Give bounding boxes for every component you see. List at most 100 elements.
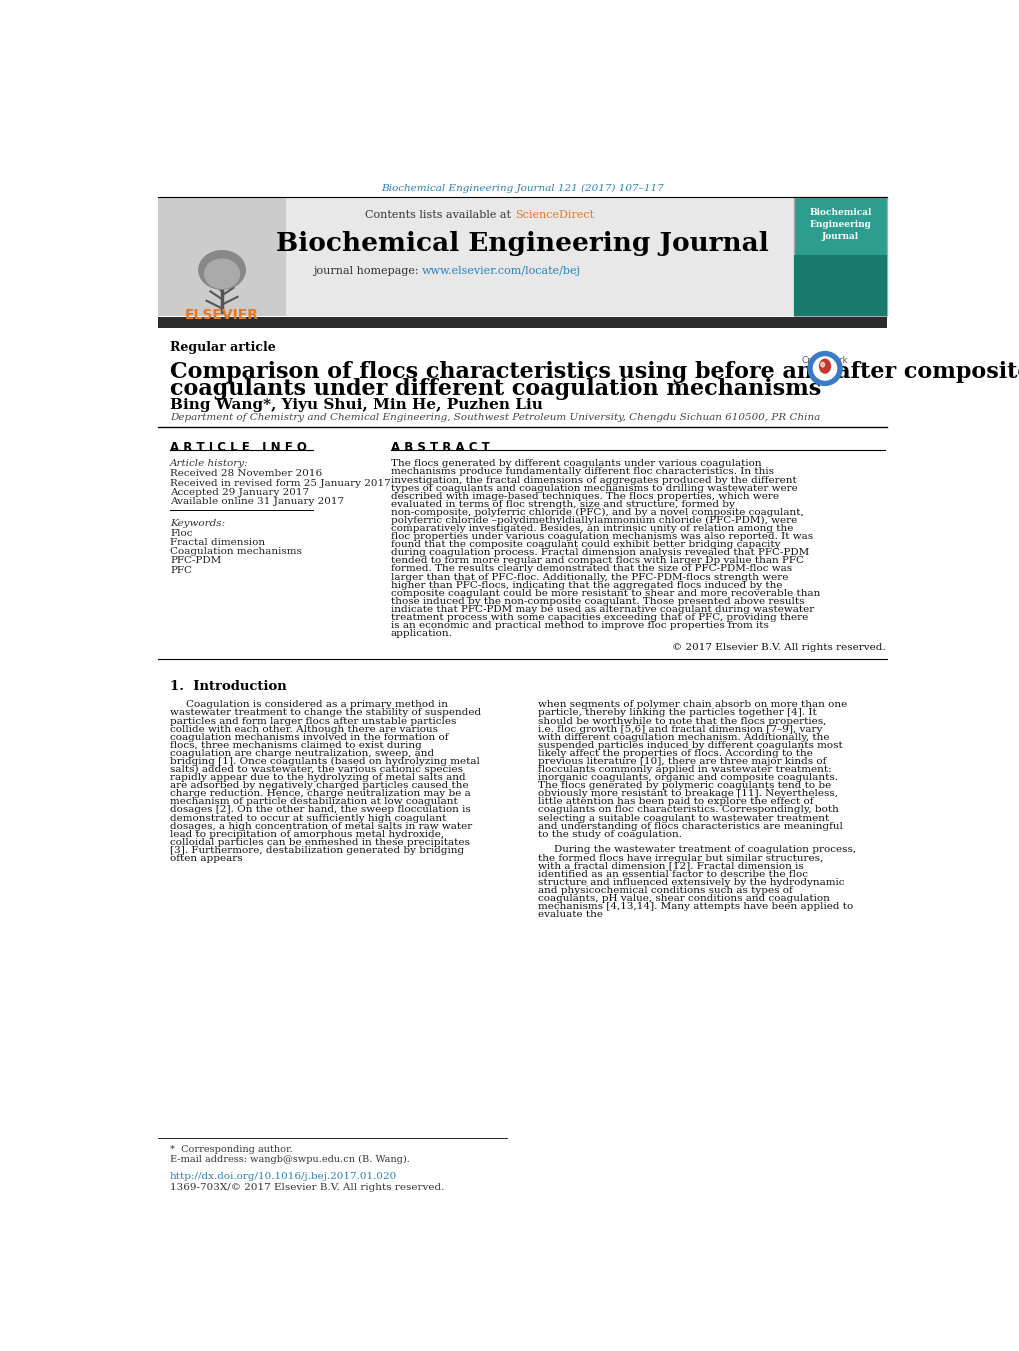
Text: when segments of polymer chain absorb on more than one: when segments of polymer chain absorb on… [538, 700, 847, 709]
Text: © 2017 Elsevier B.V. All rights reserved.: © 2017 Elsevier B.V. All rights reserved… [672, 643, 884, 653]
Text: with different coagulation mechanism. Additionally, the: with different coagulation mechanism. Ad… [538, 732, 828, 742]
Ellipse shape [819, 359, 829, 373]
Text: charge reduction. Hence, charge neutralization may be a: charge reduction. Hence, charge neutrali… [170, 789, 471, 798]
Text: particle, thereby linking the particles together [4]. It: particle, thereby linking the particles … [538, 708, 816, 717]
Text: likely affect the properties of flocs. According to the: likely affect the properties of flocs. A… [538, 748, 812, 758]
Text: Coagulation mechanisms: Coagulation mechanisms [170, 547, 302, 557]
Text: ELSEVIER: ELSEVIER [184, 308, 259, 323]
Text: larger than that of PFC-floc. Additionally, the PFC-PDM-flocs strength were: larger than that of PFC-floc. Additional… [390, 573, 788, 581]
Text: Received 28 November 2016: Received 28 November 2016 [170, 469, 322, 478]
Bar [793, 197, 887, 316]
Text: and physicochemical conditions such as types of: and physicochemical conditions such as t… [538, 886, 792, 894]
Text: the formed flocs have irregular but similar structures,: the formed flocs have irregular but simi… [538, 854, 822, 862]
Bar [158, 197, 887, 316]
Text: little attention has been paid to explore the effect of: little attention has been paid to explor… [538, 797, 813, 807]
Text: indicate that PFC-PDM may be used as alternative coagulant during wastewater: indicate that PFC-PDM may be used as alt… [390, 605, 813, 613]
Text: E-mail address: wangb@swpu.edu.cn (B. Wang).: E-mail address: wangb@swpu.edu.cn (B. Wa… [170, 1155, 410, 1163]
Text: floc properties under various coagulation mechanisms was also reported. It was: floc properties under various coagulatio… [390, 532, 812, 542]
Text: Floc: Floc [170, 528, 193, 538]
Text: PFC: PFC [170, 566, 192, 574]
Text: flocculants commonly applied in wastewater treatment:: flocculants commonly applied in wastewat… [538, 765, 832, 774]
Ellipse shape [199, 251, 245, 289]
Text: demonstrated to occur at sufficiently high coagulant: demonstrated to occur at sufficiently hi… [170, 813, 446, 823]
Text: dosages, a high concentration of metal salts in raw water: dosages, a high concentration of metal s… [170, 821, 472, 831]
Text: suspended particles induced by different coagulants most: suspended particles induced by different… [538, 740, 842, 750]
Text: coagulation are charge neutralization, sweep, and: coagulation are charge neutralization, s… [170, 748, 434, 758]
Text: During the wastewater treatment of coagulation process,: During the wastewater treatment of coagu… [553, 846, 855, 854]
Text: journal homepage:: journal homepage: [313, 266, 422, 276]
Circle shape [812, 357, 836, 380]
Text: Article history:: Article history: [170, 459, 249, 469]
Bar [793, 254, 887, 316]
Text: rapidly appear due to the hydrolyzing of metal salts and: rapidly appear due to the hydrolyzing of… [170, 773, 466, 782]
Text: Department of Chemistry and Chemical Engineering, Southwest Petroleum University: Department of Chemistry and Chemical Eng… [170, 413, 819, 422]
Ellipse shape [820, 362, 823, 367]
Text: dosages [2]. On the other hand, the sweep flocculation is: dosages [2]. On the other hand, the swee… [170, 805, 471, 815]
Text: treatment process with some capacities exceeding that of PFC, providing there: treatment process with some capacities e… [390, 613, 807, 621]
Text: coagulants on floc characteristics. Correspondingly, both: coagulants on floc characteristics. Corr… [538, 805, 839, 815]
Text: structure and influenced extensively by the hydrodynamic: structure and influenced extensively by … [538, 878, 844, 886]
Text: 1.  Introduction: 1. Introduction [170, 681, 286, 693]
Text: Biochemical Engineering Journal 121 (2017) 107–117: Biochemical Engineering Journal 121 (201… [381, 184, 663, 193]
Text: http://dx.doi.org/10.1016/j.bej.2017.01.020: http://dx.doi.org/10.1016/j.bej.2017.01.… [170, 1173, 397, 1181]
Text: investigation, the fractal dimensions of aggregates produced by the different: investigation, the fractal dimensions of… [390, 476, 796, 485]
Text: obviously more resistant to breakage [11]. Nevertheless,: obviously more resistant to breakage [11… [538, 789, 838, 798]
Text: with a fractal dimension [12]. Fractal dimension is: with a fractal dimension [12]. Fractal d… [538, 862, 803, 870]
Text: Regular article: Regular article [170, 340, 275, 354]
Text: coagulants, pH value, shear conditions and coagulation: coagulants, pH value, shear conditions a… [538, 894, 829, 902]
Text: found that the composite coagulant could exhibit better bridging capacity: found that the composite coagulant could… [390, 540, 780, 550]
Text: mechanism of particle destabilization at low coagulant: mechanism of particle destabilization at… [170, 797, 458, 807]
Text: Contents lists available at: Contents lists available at [365, 209, 515, 220]
Text: [3]. Furthermore, destabilization generated by bridging: [3]. Furthermore, destabilization genera… [170, 846, 464, 855]
Text: Fractal dimension: Fractal dimension [170, 538, 265, 547]
Text: identified as an essential factor to describe the floc: identified as an essential factor to des… [538, 870, 807, 878]
Text: particles and form larger flocs after unstable particles: particles and form larger flocs after un… [170, 716, 457, 725]
Text: types of coagulants and coagulation mechanisms to drilling wastewater were: types of coagulants and coagulation mech… [390, 484, 797, 493]
Circle shape [807, 351, 842, 385]
Text: composite coagulant could be more resistant to shear and more recoverable than: composite coagulant could be more resist… [390, 589, 819, 597]
Text: A R T I C L E   I N F O: A R T I C L E I N F O [170, 440, 307, 454]
Text: often appears: often appears [170, 854, 243, 863]
Text: A B S T R A C T: A B S T R A C T [390, 440, 489, 454]
Text: ScienceDirect: ScienceDirect [515, 209, 593, 220]
Text: flocs, three mechanisms claimed to exist during: flocs, three mechanisms claimed to exist… [170, 740, 422, 750]
Text: evaluated in terms of floc strength, size and structure, formed by: evaluated in terms of floc strength, siz… [390, 500, 734, 509]
Text: to the study of coagulation.: to the study of coagulation. [538, 830, 682, 839]
Bar [158, 317, 887, 328]
Text: evaluate the: evaluate the [538, 911, 602, 919]
Ellipse shape [205, 259, 239, 288]
Text: Received in revised form 25 January 2017: Received in revised form 25 January 2017 [170, 478, 390, 488]
Text: is an economic and practical method to improve floc properties from its: is an economic and practical method to i… [390, 621, 768, 630]
Text: Available online 31 January 2017: Available online 31 January 2017 [170, 497, 344, 507]
Text: *  Corresponding author.: * Corresponding author. [170, 1146, 292, 1154]
Text: formed. The results clearly demonstrated that the size of PFC-PDM-floc was: formed. The results clearly demonstrated… [390, 565, 792, 573]
Text: lead to precipitation of amorphous metal hydroxide,: lead to precipitation of amorphous metal… [170, 830, 444, 839]
Text: Bing Wang*, Yiyu Shui, Min He, Puzhen Liu: Bing Wang*, Yiyu Shui, Min He, Puzhen Li… [170, 397, 542, 412]
Text: comparatively investigated. Besides, an intrinsic unity of relation among the: comparatively investigated. Besides, an … [390, 524, 793, 534]
Text: Coagulation is considered as a primary method in: Coagulation is considered as a primary m… [185, 700, 447, 709]
Text: PFC-PDM: PFC-PDM [170, 557, 221, 565]
Text: and understanding of flocs characteristics are meaningful: and understanding of flocs characteristi… [538, 821, 843, 831]
Text: selecting a suitable coagulant to wastewater treatment: selecting a suitable coagulant to wastew… [538, 813, 828, 823]
Bar [158, 197, 286, 316]
Text: salts) added to wastewater, the various cationic species: salts) added to wastewater, the various … [170, 765, 463, 774]
Text: CrossMark: CrossMark [801, 357, 848, 365]
Text: 1369-703X/© 2017 Elsevier B.V. All rights reserved.: 1369-703X/© 2017 Elsevier B.V. All right… [170, 1183, 444, 1192]
Text: coagulation mechanisms involved in the formation of: coagulation mechanisms involved in the f… [170, 732, 448, 742]
Text: mechanisms produce fundamentally different floc characteristics. In this: mechanisms produce fundamentally differe… [390, 467, 773, 477]
Text: higher than PFC-flocs, indicating that the aggregated flocs induced by the: higher than PFC-flocs, indicating that t… [390, 581, 782, 589]
Text: tended to form more regular and compact flocs with larger Dp value than PFC: tended to form more regular and compact … [390, 557, 803, 565]
Text: wastewater treatment to change the stability of suspended: wastewater treatment to change the stabi… [170, 708, 481, 717]
Text: colloidal particles can be enmeshed in these precipitates: colloidal particles can be enmeshed in t… [170, 838, 470, 847]
Text: coagulants under different coagulation mechanisms: coagulants under different coagulation m… [170, 378, 820, 400]
Text: described with image-based techniques. The flocs properties, which were: described with image-based techniques. T… [390, 492, 779, 501]
Text: should be worthwhile to note that the flocs properties,: should be worthwhile to note that the fl… [538, 716, 825, 725]
Text: The flocs generated by polymeric coagulants tend to be: The flocs generated by polymeric coagula… [538, 781, 830, 790]
Text: polyferric chloride –polydimethyldiallylammonium chloride (PFC-PDM), were: polyferric chloride –polydimethyldiallyl… [390, 516, 797, 526]
Text: bridging [1]. Once coagulants (based on hydrolyzing metal: bridging [1]. Once coagulants (based on … [170, 757, 480, 766]
Text: previous literature [10], there are three major kinds of: previous literature [10], there are thre… [538, 757, 825, 766]
Text: The flocs generated by different coagulants under various coagulation: The flocs generated by different coagula… [390, 459, 761, 469]
Text: collide with each other. Although there are various: collide with each other. Although there … [170, 724, 438, 734]
Text: application.: application. [390, 630, 452, 638]
Text: Keywords:: Keywords: [170, 519, 225, 528]
